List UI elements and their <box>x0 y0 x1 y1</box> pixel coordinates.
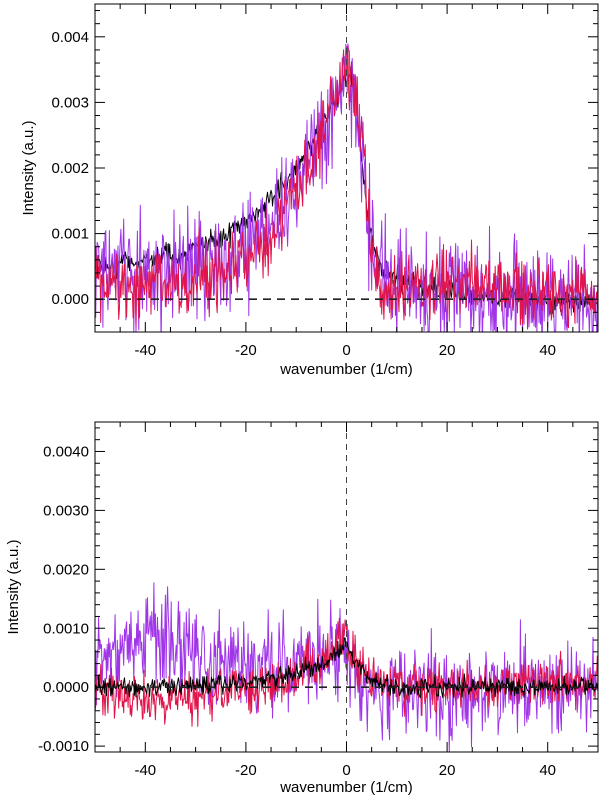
top-x-tick-label: -40 <box>134 342 156 359</box>
bottom-panel: -0.0010 0.0000 0.0010 0.0020 0.0030 0.0040 -4… <box>5 421 599 796</box>
bottom-y-tick-label: 0.0040 <box>43 443 89 460</box>
bottom-y-tick-label: 0.0020 <box>43 561 89 578</box>
top-y-axis-label: Intensity (a.u.) <box>20 120 37 215</box>
top-y-tick-label: 0.000 <box>51 291 89 308</box>
bottom-y-tick-label: 0.0000 <box>43 679 89 696</box>
bottom-x-tick-label: 40 <box>539 762 556 779</box>
bottom-x-axis-label: wavenumber (1/cm) <box>279 779 413 796</box>
bottom-y-tick-label: 0.0030 <box>43 502 89 519</box>
top-y-tick-label: 0.001 <box>51 226 89 243</box>
top-x-tick-label: 40 <box>539 342 556 359</box>
bottom-y-axis-label: Intensity (a.u.) <box>5 539 22 634</box>
bottom-plot-area <box>95 422 598 752</box>
top-series-line-2 <box>95 43 598 332</box>
top-series-line-3 <box>95 45 598 330</box>
top-y-tick-label: 0.003 <box>51 94 89 111</box>
top-plot-area <box>95 4 598 332</box>
bottom-y-tick-label: 0.0010 <box>43 620 89 637</box>
top-x-tick-label: 20 <box>439 342 456 359</box>
top-x-tick-label: -20 <box>235 342 257 359</box>
top-x-ticks: -40 -20 0 20 40 <box>94 4 599 359</box>
bottom-x-tick-label: -20 <box>235 762 257 779</box>
top-y-tick-label: 0.004 <box>51 29 89 46</box>
top-y-ticks: 0.000 0.001 0.002 0.003 0.004 <box>51 10 598 326</box>
top-y-tick-label: 0.002 <box>51 160 89 177</box>
bottom-x-tick-label: 0 <box>342 762 350 779</box>
bottom-plot-frame <box>94 421 599 753</box>
bottom-y-tick-label: -0.0010 <box>38 738 89 755</box>
bottom-y-ticks: -0.0010 0.0000 0.0010 0.0020 0.0030 0.0040 <box>38 427 598 755</box>
top-x-axis-label: wavenumber (1/cm) <box>279 361 413 378</box>
bottom-x-tick-label: -40 <box>134 762 156 779</box>
top-plot-frame <box>94 3 599 333</box>
top-panel: 0.000 0.001 0.002 0.003 0.004 -40 -20 0 20 40 wa… <box>20 3 599 378</box>
bottom-x-tick-label: 20 <box>439 762 456 779</box>
top-x-tick-label: 0 <box>342 342 350 359</box>
bottom-series-line-2 <box>95 617 598 727</box>
bottom-x-ticks: -40 -20 0 20 40 <box>94 422 599 779</box>
